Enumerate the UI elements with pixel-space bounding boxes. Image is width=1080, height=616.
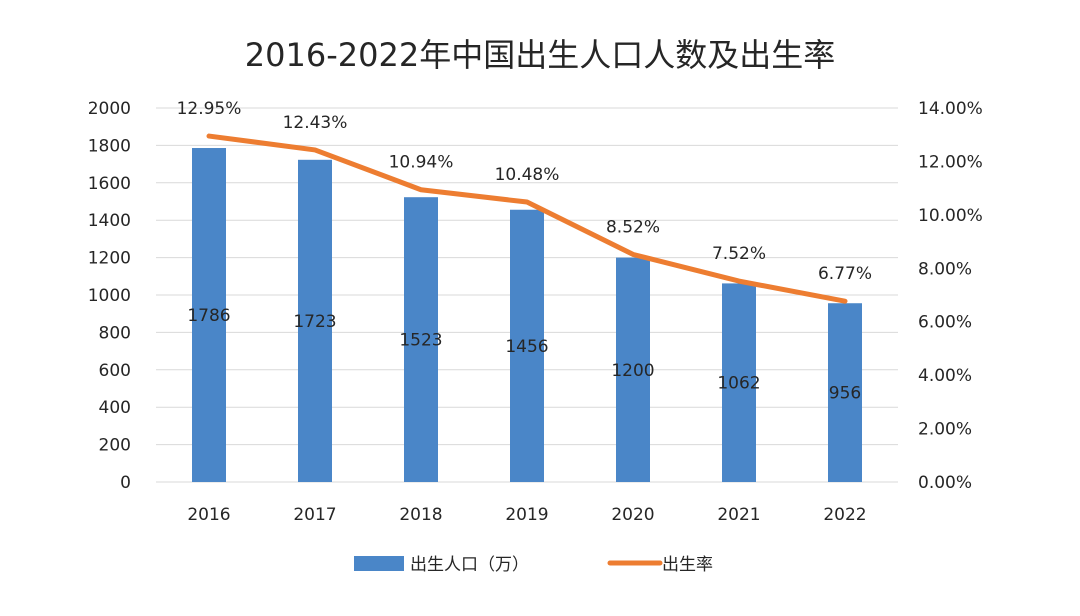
line-layer: 12.95% 12.43% 10.94% 10.48% 8.52% 7.52% 6.77% — [177, 99, 872, 304]
right-tick-label: 4.00% — [918, 366, 972, 386]
line-data-label: 7.52% — [712, 244, 766, 264]
left-axis: 0 200 400 600 800 1000 1200 1400 1600 1800 2000 — [88, 99, 131, 493]
bar-data-label: 1723 — [293, 312, 336, 332]
bars-layer: 1786 1723 1523 1456 1200 1062 956 — [187, 148, 862, 482]
line-data-label: 10.48% — [495, 165, 560, 185]
bar — [404, 197, 438, 482]
bar — [192, 148, 226, 482]
legend-line-label: 出生率 — [662, 555, 713, 575]
chart-title: 2016-2022年中国出生人口人数及出生率 — [245, 36, 835, 74]
bar-data-label: 956 — [829, 384, 861, 404]
right-tick-label: 6.00% — [918, 313, 972, 333]
line-data-label: 6.77% — [818, 264, 872, 284]
left-tick-label: 1400 — [88, 211, 131, 231]
right-tick-label: 0.00% — [918, 473, 972, 493]
bar — [510, 209, 544, 482]
left-tick-label: 200 — [99, 436, 131, 456]
line-data-label: 12.43% — [283, 113, 348, 133]
right-tick-label: 2.00% — [918, 420, 972, 440]
left-tick-label: 400 — [99, 398, 131, 418]
line-data-label: 12.95% — [177, 99, 242, 119]
x-tick-label: 2020 — [611, 505, 654, 525]
x-tick-label: 2021 — [717, 505, 760, 525]
bar-data-label: 1523 — [399, 331, 442, 351]
bar-data-label: 1200 — [611, 361, 654, 381]
bar-data-label: 1062 — [717, 374, 760, 394]
bar — [722, 283, 756, 482]
right-tick-label: 8.00% — [918, 259, 972, 279]
bar — [616, 257, 650, 482]
right-tick-label: 12.00% — [918, 152, 983, 172]
legend: 出生人口（万） 出生率 — [354, 555, 713, 575]
x-axis: 2016 2017 2018 2019 2020 2021 2022 — [187, 505, 866, 525]
x-tick-label: 2016 — [187, 505, 230, 525]
left-tick-label: 1000 — [88, 286, 131, 306]
legend-bar-label: 出生人口（万） — [410, 555, 529, 575]
bar-data-label: 1456 — [505, 337, 548, 357]
left-tick-label: 2000 — [88, 99, 131, 119]
left-tick-label: 1200 — [88, 249, 131, 269]
bar-data-label: 1786 — [187, 306, 230, 326]
left-tick-label: 600 — [99, 361, 131, 381]
left-tick-label: 1600 — [88, 174, 131, 194]
bar — [298, 159, 332, 482]
x-tick-label: 2022 — [823, 505, 866, 525]
left-tick-label: 0 — [120, 473, 131, 493]
birth-rate-line — [206, 133, 848, 304]
x-tick-label: 2019 — [505, 505, 548, 525]
bar — [828, 303, 862, 482]
left-tick-label: 800 — [99, 323, 131, 343]
right-tick-label: 10.00% — [918, 206, 983, 226]
legend-bar-swatch — [354, 556, 404, 571]
line-data-label: 10.94% — [389, 153, 454, 173]
line-data-label: 8.52% — [606, 217, 660, 237]
x-tick-label: 2018 — [399, 505, 442, 525]
x-tick-label: 2017 — [293, 505, 336, 525]
right-tick-label: 14.00% — [918, 99, 983, 119]
left-tick-label: 1800 — [88, 136, 131, 156]
right-axis: 0.00% 2.00% 4.00% 6.00% 8.00% 10.00% 12.00% 14.… — [918, 99, 983, 493]
